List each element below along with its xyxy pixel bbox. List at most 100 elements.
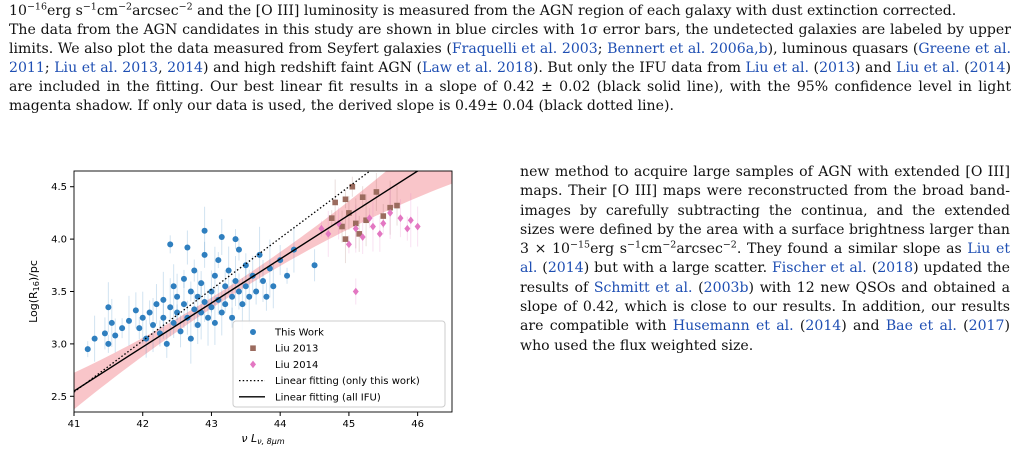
point-this-work bbox=[218, 234, 225, 241]
legend: This Work Liu 2013 Liu 2014 Linear fitting … bbox=[232, 320, 446, 408]
point-this-work bbox=[180, 301, 187, 308]
point-liu-2014 bbox=[397, 214, 404, 222]
point-this-work bbox=[170, 283, 177, 290]
point-this-work bbox=[201, 227, 208, 234]
point-liu-2014 bbox=[404, 224, 411, 233]
point-this-work bbox=[232, 278, 239, 285]
fit-lines bbox=[74, 171, 419, 393]
point-this-work bbox=[198, 280, 205, 287]
point-liu-2013 bbox=[363, 217, 369, 224]
point-this-work bbox=[108, 319, 115, 326]
point-liu-2013 bbox=[349, 183, 356, 190]
point-this-work bbox=[119, 325, 126, 332]
fit-line-this-work bbox=[74, 171, 372, 393]
point-liu-2014 bbox=[352, 224, 359, 233]
y-tick-label: 4.0 bbox=[51, 235, 67, 246]
point-liu-2014 bbox=[380, 219, 387, 228]
point-this-work bbox=[187, 288, 194, 295]
point-liu-2014 bbox=[318, 224, 325, 233]
legend-marker bbox=[250, 345, 256, 351]
point-liu-2014 bbox=[407, 216, 414, 225]
point-liu-2013 bbox=[359, 194, 366, 200]
point-this-work bbox=[174, 309, 181, 316]
point-liu-2014 bbox=[414, 222, 421, 231]
point-this-work bbox=[270, 283, 277, 290]
point-this-work bbox=[235, 288, 242, 295]
point-this-work bbox=[150, 322, 157, 329]
point-this-work bbox=[246, 293, 253, 300]
legend-marker bbox=[250, 329, 256, 335]
point-this-work bbox=[191, 306, 198, 313]
point-this-work bbox=[174, 293, 181, 300]
point-this-work bbox=[167, 241, 174, 248]
point-this-work bbox=[205, 314, 212, 321]
confidence-band bbox=[74, 171, 452, 410]
point-this-work bbox=[242, 262, 249, 269]
point-this-work bbox=[211, 319, 218, 326]
legend-label: Linear fitting (all IFU) bbox=[275, 392, 381, 403]
point-liu-2013 bbox=[342, 236, 349, 242]
point-this-work bbox=[218, 309, 225, 316]
x-tick-label: 44 bbox=[274, 419, 287, 430]
point-this-work bbox=[84, 346, 91, 353]
point-this-work bbox=[146, 309, 153, 316]
x-tick-label: 45 bbox=[343, 419, 356, 430]
point-this-work bbox=[253, 288, 260, 295]
point-this-work bbox=[229, 314, 236, 321]
point-this-work bbox=[132, 307, 139, 314]
point-liu-2013 bbox=[346, 210, 352, 216]
point-this-work bbox=[136, 325, 143, 332]
right-column-text: new method to acquire large samples of A… bbox=[520, 164, 1011, 354]
point-this-work bbox=[260, 278, 266, 285]
point-this-work bbox=[105, 304, 112, 311]
point-this-work bbox=[208, 288, 215, 295]
y-tick-label: 3.0 bbox=[51, 339, 67, 350]
point-this-work bbox=[208, 304, 215, 311]
point-liu-2013 bbox=[339, 223, 345, 230]
point-this-work bbox=[211, 272, 218, 279]
point-this-work bbox=[187, 335, 194, 342]
point-this-work bbox=[167, 304, 174, 311]
legend-label: Liu 2014 bbox=[275, 360, 318, 371]
point-this-work bbox=[229, 293, 236, 300]
point-liu-2013 bbox=[387, 204, 393, 211]
fit-line-all-ifu bbox=[74, 171, 419, 392]
point-this-work bbox=[201, 251, 208, 258]
confidence-band-area bbox=[74, 171, 452, 410]
legend-box bbox=[232, 320, 446, 408]
point-liu-2014 bbox=[335, 219, 342, 228]
point-this-work bbox=[139, 314, 146, 321]
axes-ticks: 41 42 43 44 45 46 2.5 3.0 3.5 4.0 4.5 bbox=[51, 182, 424, 430]
point-this-work bbox=[311, 262, 318, 269]
y-tick-label: 2.5 bbox=[51, 392, 67, 403]
point-this-work bbox=[191, 267, 198, 274]
x-axis-label: ν Lν, 8μm bbox=[241, 432, 285, 446]
point-liu-2013 bbox=[328, 215, 335, 221]
scatter-chart: 41 42 43 44 45 462.53.03.54.04.5 Log(R16)/pc … bbox=[27, 170, 453, 446]
point-this-work bbox=[256, 251, 263, 258]
point-this-work bbox=[235, 246, 242, 253]
x-tick-label: 41 bbox=[68, 419, 81, 430]
point-this-work bbox=[160, 296, 167, 303]
point-this-work bbox=[105, 340, 112, 347]
point-this-work bbox=[177, 328, 184, 335]
intro-line1: 10−16erg s−1cm−2arcsec−2 and the [O III]… bbox=[9, 1, 957, 19]
point-this-work bbox=[160, 314, 167, 321]
point-liu-2013 bbox=[342, 196, 349, 203]
point-liu-2014 bbox=[352, 287, 359, 296]
x-tick-label: 42 bbox=[136, 419, 149, 430]
y-tick-label: 4.5 bbox=[51, 182, 67, 193]
legend-label: Linear fitting (only this work) bbox=[275, 376, 420, 387]
point-liu-2013 bbox=[394, 202, 400, 209]
point-this-work bbox=[101, 330, 108, 337]
point-liu-2013 bbox=[332, 199, 338, 206]
point-this-work bbox=[225, 267, 232, 274]
point-this-work bbox=[184, 244, 191, 251]
legend-label: Liu 2013 bbox=[275, 344, 318, 355]
point-this-work bbox=[153, 301, 160, 308]
point-this-work bbox=[222, 301, 229, 308]
point-liu-2013 bbox=[356, 231, 363, 237]
point-liu-2013 bbox=[352, 220, 359, 227]
point-this-work bbox=[239, 301, 246, 308]
legend-marker bbox=[250, 360, 256, 369]
